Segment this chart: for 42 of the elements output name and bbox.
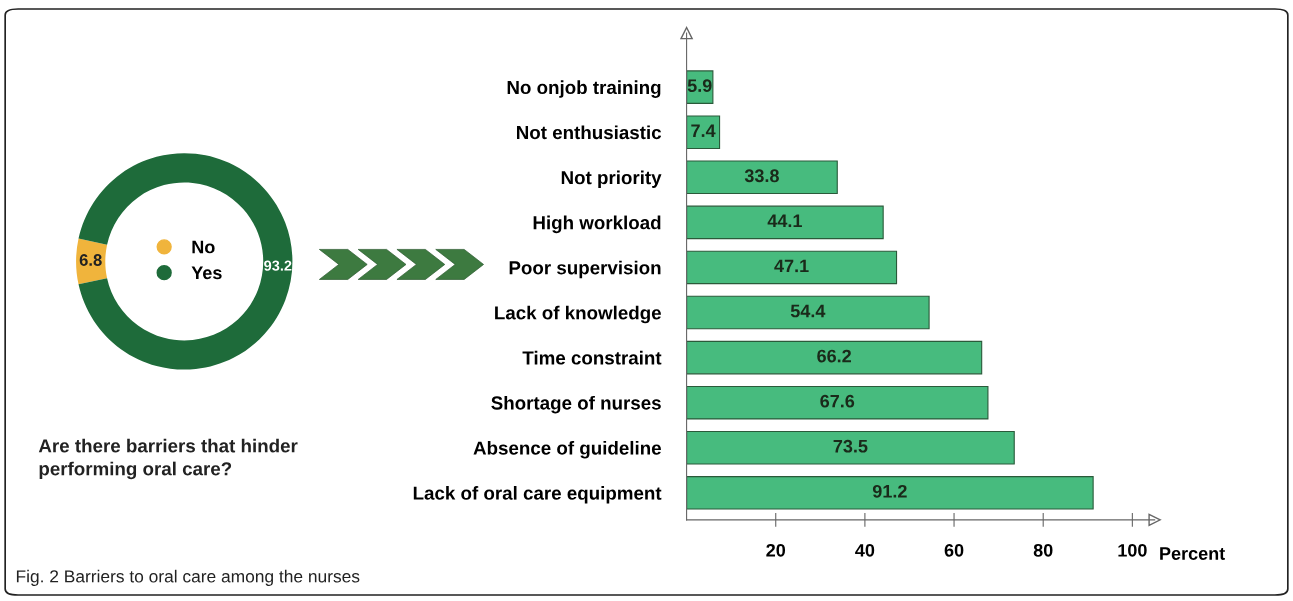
data-label: 93.2	[264, 260, 292, 271]
x-tick-label: 100	[1118, 543, 1147, 557]
data-label: 67.6	[820, 394, 855, 408]
bar	[686, 476, 1094, 510]
x-tick-label: 80	[1033, 543, 1053, 557]
data-label: 7.4	[691, 124, 716, 137]
data-label: 5.9	[687, 79, 712, 92]
legend-label: Yes	[191, 266, 222, 280]
y-tick-label: Not enthusiastic	[517, 125, 662, 140]
x-tick-label: 60	[944, 543, 964, 557]
y-tick-label: Shortage of nurses	[491, 395, 661, 414]
y-tick-label: High workload	[533, 215, 661, 234]
data-label: 6.8	[79, 254, 102, 266]
x-axis-title: Percent	[1160, 547, 1225, 560]
legend-label: No	[192, 240, 215, 254]
x-tick-label: 20	[766, 543, 786, 557]
y-tick-label: Time constraint	[522, 350, 662, 365]
x-tick-label: 40	[855, 543, 875, 557]
data-label: 66.2	[817, 349, 851, 363]
y-tick-label: Lack of knowledge	[495, 305, 661, 324]
data-label: 54.4	[790, 304, 826, 318]
bar	[686, 295, 930, 330]
data-label: 33.8	[744, 169, 779, 183]
y-tick-label: Poor supervision	[509, 260, 661, 279]
data-label: 44.1	[767, 214, 802, 228]
bar	[686, 385, 989, 420]
bar	[686, 340, 983, 375]
caption: Fig. 2 Barriers to oral care among the nurses	[16, 569, 360, 586]
y-tick-label: Not priority	[561, 170, 662, 188]
bar	[686, 160, 838, 195]
y-tick-label: Lack of oral care equipment	[413, 486, 662, 504]
data-label: 73.5	[833, 439, 868, 453]
y-tick-label: Absence of guideline	[473, 440, 661, 459]
text: Are there barriers that hinder performing oral care?	[38, 438, 298, 480]
bar	[686, 115, 721, 150]
bar	[686, 430, 1015, 465]
bar	[686, 250, 898, 285]
data-label: 91.2	[872, 484, 907, 498]
donut-slice	[78, 153, 293, 370]
y-tick-label: No onjob training	[507, 80, 661, 98]
bar	[686, 205, 884, 240]
data-label: 47.1	[774, 259, 809, 273]
